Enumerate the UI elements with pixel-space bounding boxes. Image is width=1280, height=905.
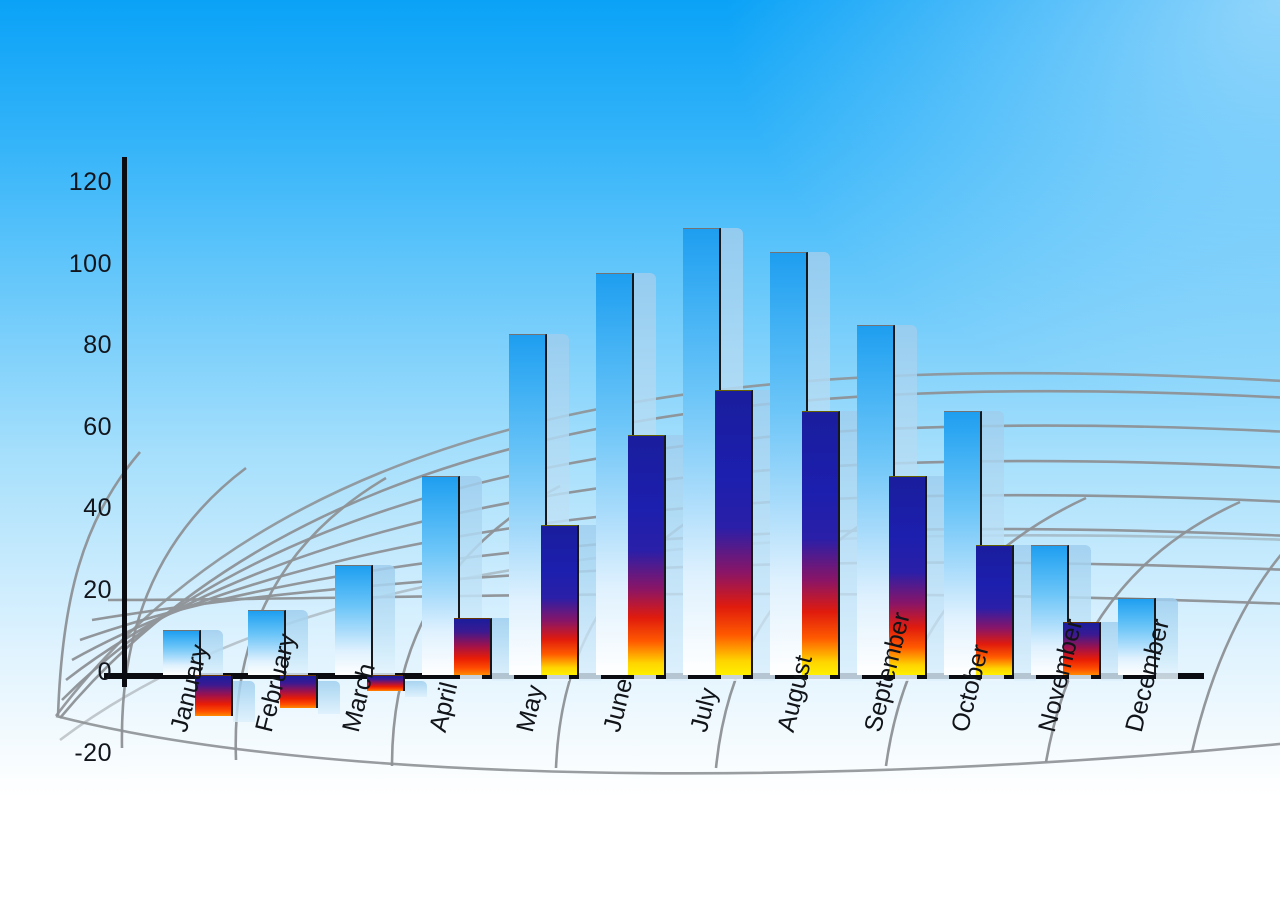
- bar-side-face: [666, 435, 688, 681]
- bar-front-face: [628, 435, 666, 675]
- x-label-october: October: [946, 641, 995, 735]
- bar-front-face: [1118, 597, 1156, 675]
- bar-june-series2: [628, 435, 688, 681]
- x-label-november: November: [1033, 616, 1089, 735]
- y-tick-40: 40: [83, 494, 112, 522]
- x-label-february: February: [250, 630, 302, 735]
- y-tick-100: 100: [68, 250, 112, 278]
- bar-side-face: [201, 630, 223, 681]
- bar-front-face: [976, 544, 1014, 675]
- bar-side-face: [1156, 597, 1178, 681]
- bar-front-face: [802, 410, 840, 675]
- bar-side-face: [1014, 544, 1036, 681]
- bar-front-face: [541, 524, 579, 675]
- y-tick-20: 20: [83, 576, 112, 604]
- bar-front-face: [1063, 622, 1101, 675]
- bar-april-series1: [422, 475, 482, 681]
- bar-side-face: [579, 524, 601, 681]
- bar-front-face: [422, 475, 460, 675]
- y-tick-0: 0: [97, 658, 112, 686]
- bar-february-series1: [248, 609, 308, 681]
- bar-august-series2: [802, 410, 862, 681]
- bar-front-face: [163, 630, 201, 675]
- bar-february-series2: [280, 675, 340, 714]
- bar-front-face: [248, 609, 286, 675]
- x-label-july: July: [685, 684, 723, 735]
- bar-front-face: [596, 272, 634, 675]
- bar-january-series1: [163, 630, 223, 681]
- x-label-may: May: [511, 682, 550, 735]
- x-label-september: September: [859, 609, 916, 735]
- bar-side-face: [840, 410, 862, 681]
- bar-front-face: [509, 333, 547, 675]
- bar-front-face: [280, 675, 318, 708]
- bar-march-series1: [335, 565, 395, 681]
- bar-front-face: [944, 410, 982, 675]
- bar-december-series1: [1118, 597, 1178, 681]
- bar-side-face: [1101, 622, 1123, 681]
- bar-front-face: [889, 475, 927, 675]
- bar-september-series2: [889, 475, 949, 681]
- bar-side-face: [373, 565, 395, 681]
- bar-side-face: [286, 609, 308, 681]
- y-tick-neg20: -20: [74, 739, 112, 767]
- x-label-april: April: [424, 679, 464, 735]
- y-tick-labels: 120 100 80 60 40 20 0 -20: [0, 0, 112, 905]
- bar-side-face: [405, 681, 427, 698]
- bar-side-face: [753, 390, 775, 681]
- bar-front-face: [715, 390, 753, 675]
- bar-front-face: [335, 565, 373, 675]
- y-tick-60: 60: [83, 413, 112, 441]
- bar-front-face: [454, 618, 492, 675]
- y-tick-120: 120: [68, 168, 112, 196]
- bar-front-face: [195, 675, 233, 716]
- x-label-june: June: [598, 675, 639, 735]
- bar-side-face: [492, 618, 514, 681]
- bar-april-series2: [454, 618, 514, 681]
- y-axis-line: [122, 157, 127, 687]
- bar-november-series2: [1063, 622, 1123, 681]
- x-label-december: December: [1120, 616, 1176, 735]
- bar-side-face: [233, 681, 255, 722]
- x-label-march: March: [337, 660, 381, 735]
- bar-october-series2: [976, 544, 1036, 681]
- bar-side-face: [318, 681, 340, 714]
- bar-january-series2: [195, 675, 255, 722]
- bar-may-series2: [541, 524, 601, 681]
- bar-front-face: [367, 675, 405, 692]
- y-tick-80: 80: [83, 331, 112, 359]
- x-label-august: August: [772, 652, 819, 735]
- bar-front-face: [1031, 544, 1069, 675]
- bar-july-series2: [715, 390, 775, 681]
- bar-march-series2: [367, 675, 427, 698]
- x-label-january: January: [165, 641, 214, 735]
- bar-side-face: [927, 475, 949, 681]
